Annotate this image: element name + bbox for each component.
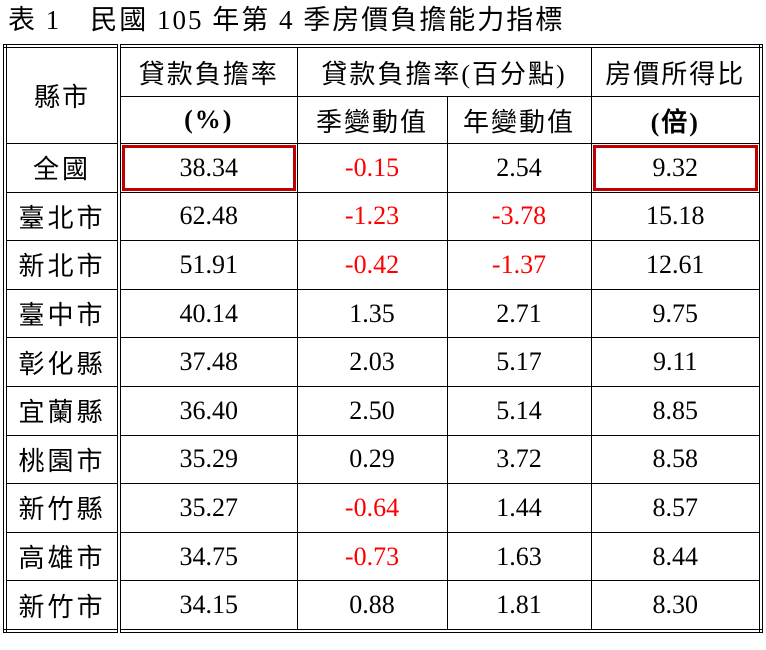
value-cell: 0.88 <box>296 580 448 632</box>
region-cell: 全國 <box>4 143 121 193</box>
value-cell: -0.15 <box>296 143 448 193</box>
value-cell: 2.54 <box>446 143 592 193</box>
header-cell: 年變動值 <box>446 96 592 144</box>
table-row: 全國 38.34 -0.15 2.54 9.32 <box>4 143 762 193</box>
value-cell: 12.61 <box>590 240 762 290</box>
value-cell: 40.14 <box>118 288 298 339</box>
value-cell: 5.14 <box>446 385 592 436</box>
region-cell: 臺中市 <box>4 288 121 339</box>
region-cell: 桃園市 <box>4 434 121 485</box>
value-cell: 8.30 <box>590 580 762 632</box>
region-cell: 彰化縣 <box>4 337 121 387</box>
table: 縣市 貸款負擔率 貸款負擔率(百分點) 房價所得比 (%) 季變動值 年變動值 … <box>3 44 763 633</box>
value-cell: 35.29 <box>118 434 298 485</box>
value-cell: -1.23 <box>296 191 448 242</box>
table-row: 宜蘭縣 36.40 2.50 5.14 8.85 <box>4 385 762 436</box>
value-cell: 8.44 <box>590 531 762 582</box>
value-cell: 5.17 <box>446 337 592 387</box>
value-cell: -0.42 <box>296 240 448 290</box>
table-row: 彰化縣 37.48 2.03 5.17 9.11 <box>4 337 762 387</box>
value-cell: 8.57 <box>590 483 762 533</box>
value-cell: 3.72 <box>446 434 592 485</box>
table-row: 新竹市 34.15 0.88 1.81 8.30 <box>4 580 762 632</box>
table-row: 新竹縣 35.27 -0.64 1.44 8.57 <box>4 483 762 533</box>
header-cell: (%) <box>118 96 298 144</box>
header-cell: 房價所得比 <box>590 45 762 97</box>
value-cell: 34.75 <box>118 531 298 582</box>
header-cell: (倍) <box>590 96 762 144</box>
value-cell: 9.11 <box>590 337 762 387</box>
value-cell: 36.40 <box>118 385 298 436</box>
table-header: 縣市 貸款負擔率 貸款負擔率(百分點) 房價所得比 (%) 季變動值 年變動值 … <box>4 45 762 144</box>
table-row: 桃園市 35.29 0.29 3.72 8.58 <box>4 434 762 485</box>
value-cell: -0.64 <box>296 483 448 533</box>
table-row: 臺北市 62.48 -1.23 -3.78 15.18 <box>4 191 762 242</box>
value-cell: 37.48 <box>118 337 298 387</box>
table-body: 全國 38.34 -0.15 2.54 9.32 臺北市 62.48 -1.23 -3.78 15… <box>4 143 762 632</box>
value-cell: 9.32 <box>590 143 762 193</box>
value-cell: -1.37 <box>446 240 592 290</box>
value-cell: 2.03 <box>296 337 448 387</box>
value-cell: 8.58 <box>590 434 762 485</box>
header-cell: 貸款負擔率(百分點) <box>296 45 592 97</box>
value-cell: 51.91 <box>118 240 298 290</box>
table-row: 新北市 51.91 -0.42 -1.37 12.61 <box>4 240 762 290</box>
table-row: 高雄市 34.75 -0.73 1.63 8.44 <box>4 531 762 582</box>
region-cell: 新北市 <box>4 240 121 290</box>
value-cell: 1.63 <box>446 531 592 582</box>
region-cell: 高雄市 <box>4 531 121 582</box>
value-cell: 1.35 <box>296 288 448 339</box>
value-cell: 2.71 <box>446 288 592 339</box>
value-cell: 8.85 <box>590 385 762 436</box>
value-cell: 1.81 <box>446 580 592 632</box>
value-cell: -3.78 <box>446 191 592 242</box>
table-row: 臺中市 40.14 1.35 2.71 9.75 <box>4 288 762 339</box>
value-cell: 15.18 <box>590 191 762 242</box>
region-cell: 新竹縣 <box>4 483 121 533</box>
value-cell: 38.34 <box>118 143 298 193</box>
value-cell: 0.29 <box>296 434 448 485</box>
value-cell: 1.44 <box>446 483 592 533</box>
value-cell: 9.75 <box>590 288 762 339</box>
region-cell: 臺北市 <box>4 191 121 242</box>
value-cell: 35.27 <box>118 483 298 533</box>
value-cell: 2.50 <box>296 385 448 436</box>
value-cell: -0.73 <box>296 531 448 582</box>
header-cell: 貸款負擔率 <box>118 45 298 97</box>
header-cell: 季變動值 <box>296 96 448 144</box>
region-cell: 宜蘭縣 <box>4 385 121 436</box>
table-title: 表 1 民國 105 年第 4 季房價負擔能力指標 <box>8 5 565 35</box>
region-cell: 新竹市 <box>4 580 121 632</box>
value-cell: 34.15 <box>118 580 298 632</box>
value-cell: 62.48 <box>118 191 298 242</box>
header-cell: 縣市 <box>4 45 121 144</box>
